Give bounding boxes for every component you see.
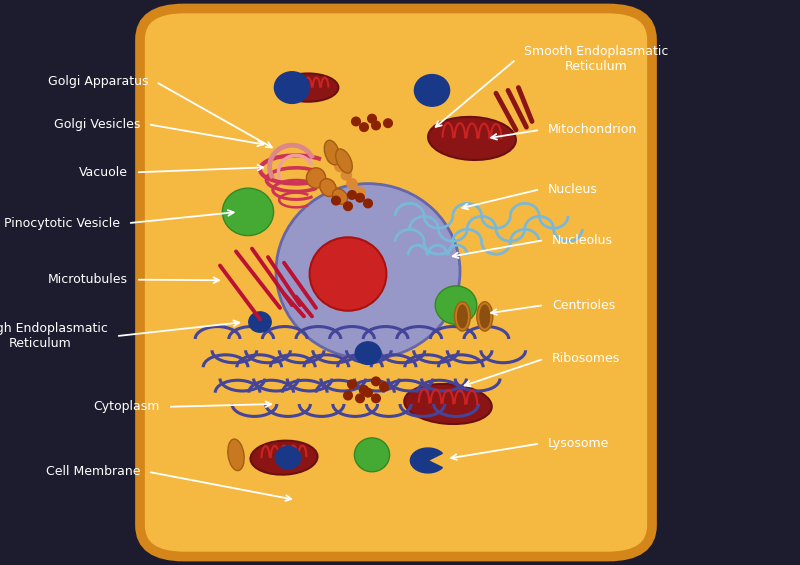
Text: Pinocytotic Vesicle: Pinocytotic Vesicle: [4, 216, 120, 230]
Ellipse shape: [348, 191, 356, 199]
Ellipse shape: [347, 179, 357, 188]
Ellipse shape: [332, 197, 340, 205]
Ellipse shape: [320, 179, 336, 197]
Ellipse shape: [250, 441, 318, 475]
Text: Cytoplasm: Cytoplasm: [94, 400, 160, 414]
Ellipse shape: [364, 389, 372, 397]
Text: Cell Membrane: Cell Membrane: [46, 465, 140, 479]
Ellipse shape: [368, 115, 376, 123]
Ellipse shape: [480, 305, 490, 328]
Ellipse shape: [477, 302, 493, 331]
Ellipse shape: [355, 188, 365, 197]
Text: Centrioles: Centrioles: [552, 298, 615, 312]
Ellipse shape: [458, 305, 467, 328]
Ellipse shape: [360, 386, 368, 394]
Ellipse shape: [310, 237, 386, 311]
Text: Golgi Vesicles: Golgi Vesicles: [54, 118, 140, 131]
Ellipse shape: [372, 121, 380, 129]
Ellipse shape: [384, 119, 392, 127]
Ellipse shape: [372, 394, 380, 402]
Ellipse shape: [342, 171, 351, 180]
Text: Nucleus: Nucleus: [548, 182, 598, 196]
Text: Rough Endoplasmatic
Reticulum: Rough Endoplasmatic Reticulum: [0, 322, 108, 350]
Ellipse shape: [404, 384, 492, 424]
Text: Golgi Apparatus: Golgi Apparatus: [47, 75, 148, 89]
Ellipse shape: [355, 342, 381, 364]
Ellipse shape: [354, 438, 390, 472]
Ellipse shape: [344, 392, 352, 399]
Text: Vacuole: Vacuole: [79, 166, 128, 179]
Ellipse shape: [352, 118, 360, 125]
Ellipse shape: [364, 199, 372, 207]
Ellipse shape: [228, 439, 244, 471]
Ellipse shape: [275, 446, 301, 469]
Ellipse shape: [327, 154, 337, 163]
Wedge shape: [410, 448, 442, 473]
Ellipse shape: [324, 140, 340, 165]
Ellipse shape: [356, 394, 364, 402]
Ellipse shape: [435, 286, 477, 324]
Text: Nucleolus: Nucleolus: [552, 233, 613, 247]
Ellipse shape: [333, 189, 347, 205]
Ellipse shape: [360, 123, 368, 131]
Ellipse shape: [356, 194, 364, 202]
Text: Ribosomes: Ribosomes: [552, 352, 620, 366]
Ellipse shape: [306, 168, 326, 188]
FancyBboxPatch shape: [140, 8, 652, 557]
Ellipse shape: [454, 302, 470, 331]
Ellipse shape: [335, 162, 345, 171]
Text: Mitochondrion: Mitochondrion: [548, 123, 638, 137]
Ellipse shape: [249, 312, 271, 332]
Ellipse shape: [222, 188, 274, 236]
Ellipse shape: [278, 73, 338, 102]
Ellipse shape: [274, 72, 310, 103]
Text: Lysosome: Lysosome: [548, 437, 610, 450]
Ellipse shape: [276, 184, 460, 359]
Ellipse shape: [348, 380, 356, 388]
Text: Smooth Endoplasmatic
Reticulum: Smooth Endoplasmatic Reticulum: [524, 45, 668, 73]
Ellipse shape: [380, 383, 388, 391]
Ellipse shape: [372, 377, 380, 385]
Ellipse shape: [336, 149, 352, 173]
Text: Microtubules: Microtubules: [48, 273, 128, 286]
Ellipse shape: [428, 117, 516, 160]
Ellipse shape: [414, 75, 450, 106]
Ellipse shape: [344, 202, 352, 210]
